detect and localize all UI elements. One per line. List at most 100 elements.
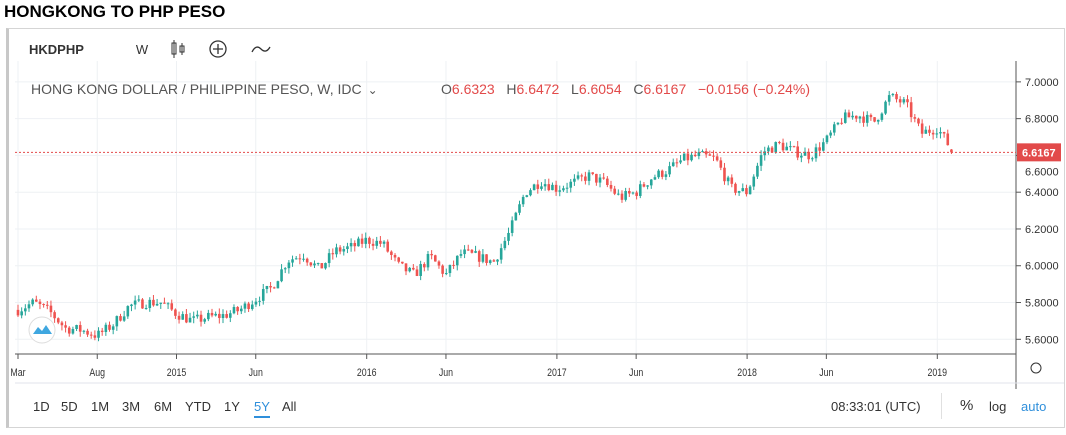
candle-body	[606, 178, 609, 185]
candle-body	[796, 146, 799, 158]
candle-body	[818, 147, 821, 151]
candle-body	[444, 273, 448, 275]
candle-body	[291, 259, 294, 263]
x-tick-label: 2019	[928, 367, 948, 379]
candle-body	[767, 147, 770, 152]
candle-body	[401, 261, 404, 264]
candle-body	[543, 184, 547, 187]
candle-body	[730, 177, 734, 184]
candle-body	[342, 249, 346, 252]
candle-body	[719, 160, 723, 168]
candle-body	[196, 314, 199, 317]
y-tick-label: 6.4000	[1025, 187, 1059, 199]
candle-body	[49, 305, 53, 313]
candle-body	[865, 114, 869, 123]
indicators-icon[interactable]	[250, 39, 272, 59]
range-1y[interactable]: 1Y	[224, 399, 240, 414]
candle-body	[82, 330, 86, 332]
candle-body	[562, 188, 565, 191]
close-label: C	[633, 81, 644, 97]
candle-body	[847, 112, 851, 118]
candle-body	[441, 265, 444, 274]
candle-body	[898, 99, 902, 103]
candle-body	[580, 175, 584, 177]
candle-body	[598, 177, 602, 183]
candle-body	[924, 129, 928, 134]
candle-body	[177, 315, 181, 320]
candle-body	[287, 262, 291, 269]
candle-body	[357, 238, 360, 247]
candle-body	[873, 117, 876, 122]
candle-body	[638, 184, 642, 196]
candle-body	[917, 118, 920, 124]
interval-button[interactable]: W	[135, 41, 149, 57]
candle-body	[909, 102, 913, 118]
bottom-toolbar: 08:33:01 (UTC) % log auto 1D 5D 1M 3M 6M YTD 1…	[9, 387, 1064, 427]
settings-icon[interactable]	[1030, 362, 1042, 374]
price-chart[interactable]: 7.0000 6.8000 6.6000 6.4000 6.2000 6.0000 5.80…	[9, 29, 1064, 389]
ohlc-readout: O6.6323 H6.6472 L6.6054 C6.6167 −0.0156 …	[441, 81, 810, 97]
candle-body	[554, 184, 558, 192]
candlestick-icon[interactable]	[170, 39, 186, 59]
range-5y[interactable]: 5Y	[254, 399, 270, 418]
candle-body	[16, 309, 20, 316]
candle-body	[617, 193, 620, 195]
candle-body	[503, 240, 507, 249]
range-5d[interactable]: 5D	[61, 399, 78, 414]
candle-body	[188, 317, 192, 323]
candle-body	[832, 124, 836, 133]
chevron-down-icon[interactable]: ⌄	[367, 83, 378, 97]
series-legend[interactable]: HONG KONG DOLLAR / PHILIPPINE PESO, W, I…	[31, 81, 378, 97]
candle-body	[360, 238, 364, 244]
candle-body	[448, 264, 452, 274]
range-1m[interactable]: 1M	[91, 399, 110, 414]
percent-toggle[interactable]: %	[960, 397, 974, 414]
candle-body	[591, 172, 594, 174]
range-6m[interactable]: 6M	[154, 399, 173, 414]
symbol-button[interactable]: HKDPHP	[29, 41, 84, 57]
candle-body	[71, 329, 75, 334]
range-all[interactable]: All	[282, 399, 297, 414]
candle-body	[192, 316, 196, 318]
candle-body	[459, 254, 463, 256]
candle-body	[715, 156, 719, 161]
candle-body	[785, 146, 789, 151]
candle-body	[207, 312, 210, 320]
x-tick-label: Aug	[89, 367, 105, 379]
candle-body	[346, 246, 349, 250]
candle-body	[419, 264, 422, 276]
x-tick-label: 2017	[547, 367, 567, 379]
candle-body	[56, 318, 60, 323]
candle-body	[759, 155, 763, 166]
candle-body	[876, 119, 880, 122]
candle-body	[155, 303, 159, 306]
y-tick-label: 5.8000	[1025, 298, 1059, 310]
divider	[941, 393, 942, 419]
log-toggle[interactable]: log	[989, 399, 1007, 414]
candle-body	[477, 251, 481, 262]
candle-body	[126, 306, 130, 317]
series-title: HONG KONG DOLLAR / PHILIPPINE PESO, W, I…	[31, 81, 362, 97]
range-1d[interactable]: 1D	[33, 399, 50, 414]
candle-body	[108, 324, 111, 330]
change-value: −0.0156 (−0.24%)	[697, 81, 811, 97]
range-3m[interactable]: 3M	[122, 399, 141, 414]
y-tick-label: 5.6000	[1025, 334, 1059, 346]
candle-body	[426, 253, 430, 268]
candle-body	[697, 152, 701, 157]
candle-body	[463, 249, 466, 255]
candle-body	[100, 330, 104, 332]
chart-widget: HKDPHP W 7.0000 6.8000 6.6000 6.4000 6.2000 6…	[6, 28, 1065, 428]
candle-body	[569, 181, 573, 188]
candle-body	[433, 255, 437, 262]
auto-toggle[interactable]: auto	[1021, 399, 1047, 414]
candle-body	[86, 330, 89, 335]
candle-body	[701, 151, 704, 153]
candle-body	[221, 314, 225, 319]
add-compare-icon[interactable]	[208, 39, 228, 59]
range-ytd[interactable]: YTD	[185, 399, 211, 414]
candle-body	[851, 115, 854, 118]
candle-body	[789, 146, 792, 148]
y-tick-label: 6.0000	[1025, 261, 1059, 273]
candle-body	[858, 116, 862, 119]
